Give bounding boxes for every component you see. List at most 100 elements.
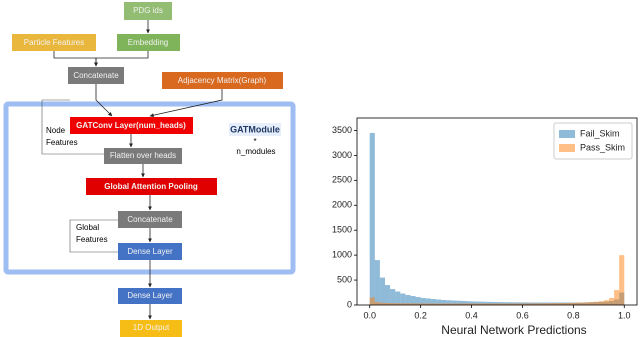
node: PDG ids [124,2,172,20]
bar [379,277,385,305]
bar [369,132,375,305]
bar [385,303,391,305]
bar [507,303,513,305]
histogram-chart: 0 500 1000 1500 2000 2500 3000 3500 0.0 0.2 0.4 0.6… [332,117,638,337]
bar [395,291,401,305]
node: 1D Output [120,320,182,337]
node: Global Attention Pooling [86,178,217,195]
node-label: Concatenate [73,71,119,80]
bar [497,303,503,305]
node: GATConv Layer(num_heads) [70,117,193,134]
bar [598,301,604,305]
bar [456,303,462,305]
bar [614,290,620,305]
y-tick-label: 3000 [332,150,352,160]
node: Concatenate [68,67,124,84]
y-tick-label: 0 [347,299,352,309]
bar [369,297,375,305]
legend-swatch [559,130,575,138]
y-tick-label: 2000 [332,200,352,210]
bar [588,302,594,305]
bar [466,303,472,305]
bar [374,302,380,305]
plot-frame [356,117,638,306]
legend-swatch [559,144,575,152]
bar [542,303,548,305]
module-label: GATModule [230,124,280,134]
legend-label: Fail_Skim [580,128,620,138]
bar [461,303,467,305]
bar [410,296,416,305]
bar [425,303,431,305]
x-tick-label: 0.8 [567,310,580,320]
bar [466,301,472,305]
node-label: Global Attention Pooling [104,182,198,191]
bar [547,303,553,305]
x-axis-label: Neural Network Predictions [441,323,586,337]
bar [471,303,477,305]
bar [451,300,457,305]
module-frame [3,101,296,275]
bar [446,303,452,305]
y-tick-label: 1500 [332,225,352,235]
legend-label: Pass_Skim [580,142,625,152]
bar [415,303,421,305]
node-label: Adjacency Matrix(Graph) [178,76,267,85]
bar [593,301,599,305]
node: Dense Layer [118,288,182,304]
node: Adjacency Matrix(Graph) [162,72,283,89]
bar [441,300,447,305]
module-times: * [253,137,256,146]
bar [486,303,492,305]
bar [553,303,559,305]
bar [619,255,625,305]
bar [522,303,528,305]
bar [481,301,487,305]
bar [537,303,543,305]
bar [578,302,584,305]
bar [405,295,411,305]
bar [446,300,452,305]
bar [430,303,436,305]
node-label: Concatenate [127,215,173,224]
bar [435,299,441,305]
bar [415,297,421,305]
node-label: Dense Layer [127,247,173,256]
bar [390,289,396,305]
node-label: 1D Output [133,323,170,332]
bar [430,299,436,305]
node-label: GATConv Layer(num_heads) [76,121,186,130]
bar [420,303,426,305]
module-count: n_modules [236,147,275,156]
side-label: Global [76,223,99,232]
bar [476,303,482,305]
bar [400,303,406,305]
bar [420,298,426,305]
x-tick-label: 0.0 [363,310,376,320]
bar [395,303,401,305]
node-label: PDG ids [133,6,163,15]
bar [456,300,462,305]
module-label-bg [229,123,281,136]
side-label: Features [46,138,78,147]
bar [385,285,391,305]
bar [379,302,385,305]
bar [502,303,508,305]
bar [435,303,441,305]
bar [568,302,574,305]
y-tick-label: 2500 [332,175,352,185]
y-tick-label: 1000 [332,250,352,260]
bar [461,301,467,305]
node-label: Embedding [128,38,168,47]
node: Embedding [117,34,180,51]
node: Concatenate [118,211,182,228]
bar [476,301,482,305]
node-label: Flatten over heads [110,151,176,160]
diagram: PDG ids Particle Features Embedding Conc… [3,2,296,337]
node: Particle Features [12,34,96,51]
bar [486,301,492,305]
y-tick-label: 3500 [332,125,352,135]
bar [491,303,497,305]
x-tick-label: 0.2 [414,310,427,320]
